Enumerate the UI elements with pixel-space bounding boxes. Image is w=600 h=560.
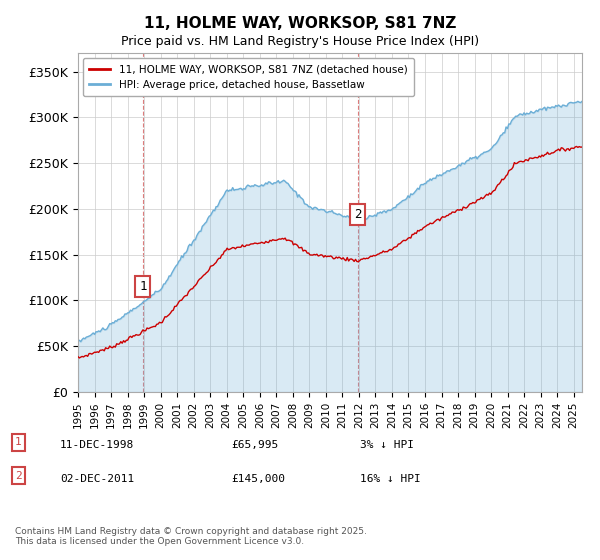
Text: 3% ↓ HPI: 3% ↓ HPI xyxy=(360,440,414,450)
Text: 1: 1 xyxy=(15,437,22,447)
Text: £145,000: £145,000 xyxy=(231,474,285,484)
Text: 16% ↓ HPI: 16% ↓ HPI xyxy=(360,474,421,484)
Legend: 11, HOLME WAY, WORKSOP, S81 7NZ (detached house), HPI: Average price, detached h: 11, HOLME WAY, WORKSOP, S81 7NZ (detache… xyxy=(83,58,413,96)
Text: 1: 1 xyxy=(139,280,146,293)
Text: 2: 2 xyxy=(15,471,22,481)
Text: £65,995: £65,995 xyxy=(231,440,278,450)
Text: 11-DEC-1998: 11-DEC-1998 xyxy=(60,440,134,450)
Text: 02-DEC-2011: 02-DEC-2011 xyxy=(60,474,134,484)
Text: 11, HOLME WAY, WORKSOP, S81 7NZ: 11, HOLME WAY, WORKSOP, S81 7NZ xyxy=(144,16,456,31)
Text: 2: 2 xyxy=(354,208,361,221)
Text: Contains HM Land Registry data © Crown copyright and database right 2025.
This d: Contains HM Land Registry data © Crown c… xyxy=(15,526,367,546)
Text: Price paid vs. HM Land Registry's House Price Index (HPI): Price paid vs. HM Land Registry's House … xyxy=(121,35,479,48)
